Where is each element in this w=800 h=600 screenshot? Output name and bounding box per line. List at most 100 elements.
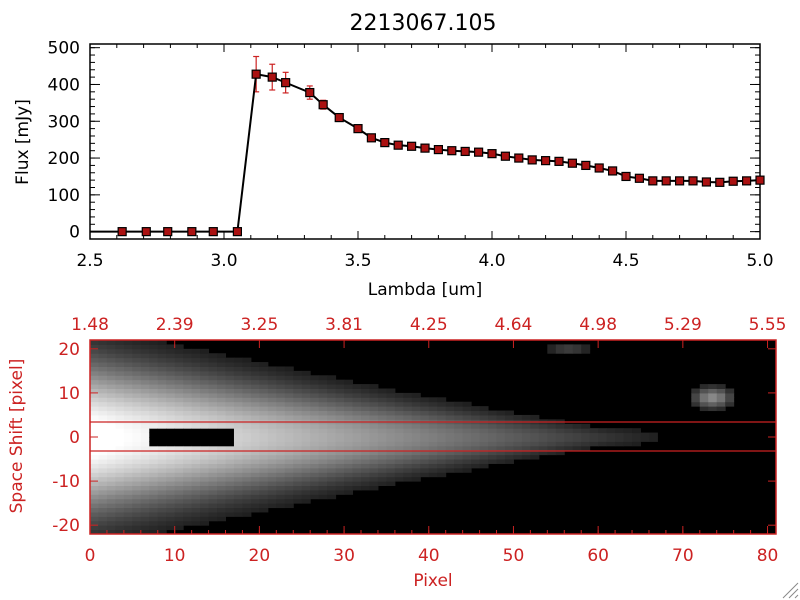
image-pixel [284, 384, 294, 389]
image-pixel [208, 489, 218, 495]
image-pixel [504, 428, 514, 434]
image-pixel [200, 498, 210, 504]
image-pixel [454, 459, 464, 464]
image-pixel [276, 481, 286, 486]
image-pixel [428, 463, 438, 469]
image-pixel [166, 516, 176, 522]
image-pixel [157, 362, 167, 367]
image-pixel [403, 423, 413, 429]
resize-grip-icon[interactable] [782, 582, 799, 599]
image-pixel [250, 401, 260, 407]
image-pixel [225, 472, 235, 478]
image-pixel [403, 472, 413, 478]
image-pixel [115, 489, 125, 495]
image-pixel [267, 463, 277, 469]
image-pixel [361, 481, 370, 486]
image-pixel [225, 441, 235, 447]
image-pixel [115, 445, 125, 451]
image-pixel [284, 401, 294, 407]
image-pixel [335, 445, 345, 451]
data-point [674, 176, 685, 186]
image-pixel [115, 410, 125, 416]
image-pixel [140, 516, 150, 522]
image-pixel [386, 454, 396, 460]
image-pixel [335, 423, 345, 429]
image-pixel [496, 437, 506, 442]
image-pixel [293, 454, 303, 460]
image-pixel [327, 397, 337, 403]
image-pixel [327, 472, 337, 478]
image-pixel [191, 384, 201, 389]
image-pixel [301, 463, 311, 469]
image-pixel [233, 414, 243, 420]
image-pixel [259, 498, 269, 504]
image-pixel [327, 494, 337, 500]
image-pixel [242, 485, 252, 491]
image-pixel [420, 410, 430, 416]
image-pixel [725, 388, 735, 394]
image-pixel [293, 392, 303, 398]
image-pixel [344, 410, 354, 416]
image-pixel [267, 441, 277, 447]
image-pixel [115, 340, 125, 345]
image-pixel [174, 366, 184, 372]
image-pixel [98, 481, 108, 486]
image-pixel [149, 375, 159, 381]
image-pixel [428, 432, 438, 438]
image-pixel [437, 463, 447, 469]
image-pixel [361, 437, 370, 442]
image-pixel [301, 375, 311, 381]
x-tick-label: 10 [164, 546, 186, 566]
image-pixel [589, 428, 599, 434]
image-pixel [242, 472, 252, 478]
image-pixel [259, 467, 269, 473]
image-pixel [157, 410, 167, 416]
image-pixel [183, 384, 193, 389]
image-pixel [115, 384, 125, 389]
data-point [527, 155, 537, 165]
image-pixel [267, 401, 277, 407]
image-pixel [589, 441, 599, 447]
image-pixel [411, 441, 421, 447]
image-pixel [200, 472, 210, 478]
image-pixel [106, 450, 116, 456]
image-pixel [106, 520, 116, 526]
image-pixel [403, 410, 413, 416]
image-pixel [250, 454, 260, 460]
image-pixel [301, 428, 311, 434]
image-pixel [225, 388, 235, 394]
image-pixel [394, 441, 404, 447]
image-pixel [250, 414, 260, 420]
image-pixel [344, 401, 354, 407]
image-pixel [386, 437, 396, 442]
image-pixel [123, 432, 133, 438]
image-pixel [217, 437, 227, 442]
image-pixel [140, 459, 150, 464]
x-tick-label: 30 [333, 546, 355, 566]
image-pixel [352, 450, 362, 456]
image-pixel [386, 428, 396, 434]
image-pixel [200, 511, 210, 517]
image-pixel [106, 397, 116, 403]
image-pixel [521, 454, 531, 460]
image-pixel [521, 432, 531, 438]
image-pixel [454, 410, 464, 416]
image-pixel [208, 401, 218, 407]
image-pixel [208, 459, 218, 464]
image-pixel [301, 392, 311, 398]
image-pixel [140, 423, 150, 429]
image-pixel [394, 454, 404, 460]
image-pixel [420, 472, 430, 478]
image-pixel [352, 388, 362, 394]
image-pixel [327, 401, 337, 407]
image-pixel [386, 388, 396, 394]
image-pixel [377, 481, 387, 486]
image-pixel [437, 441, 447, 447]
y-tick-label: 0 [69, 428, 80, 448]
image-pixel [149, 441, 159, 447]
image-pixel [284, 397, 294, 403]
image-pixel [428, 450, 438, 456]
image-pixel [191, 388, 201, 394]
image-pixel [191, 476, 201, 482]
data-point [648, 176, 658, 186]
